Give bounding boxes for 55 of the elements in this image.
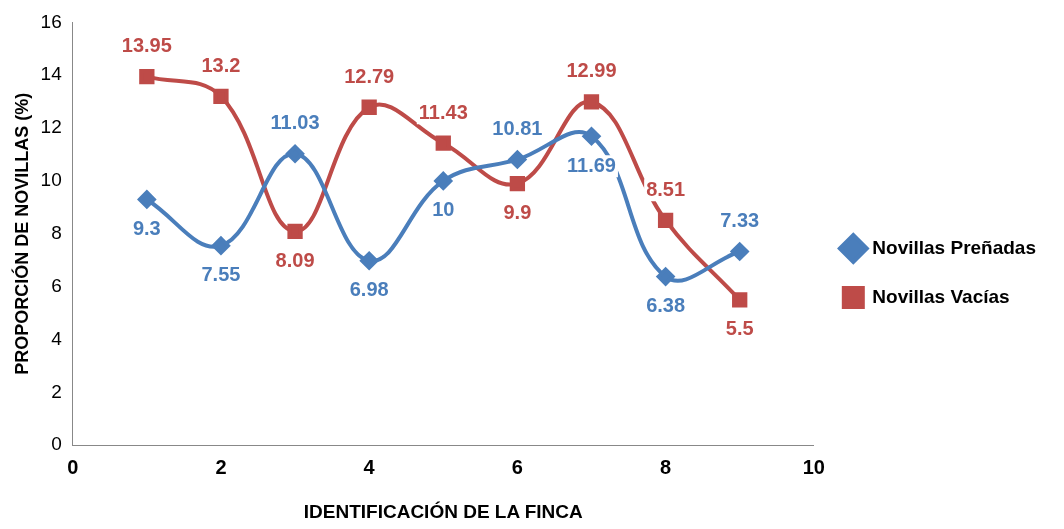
legend-label: Novillas Vacías [872,285,1010,307]
y-tick-label: 4 [51,327,63,349]
y-tick-label: 2 [51,380,62,402]
x-axis-title: IDENTIFICACIÓN DE LA FINCA [303,500,584,522]
data-label: 8.51 [646,177,686,200]
data-label: 13.95 [121,34,172,57]
data-label: 12.99 [566,59,617,82]
point [508,150,527,169]
y-tick-label: 0 [51,433,62,455]
point [139,68,155,85]
data-label: 11.03 [270,111,320,134]
data-label: 5.5 [725,317,754,340]
y-axis-title: PROPORCIÓN DE NOVILLAS (%) [10,92,32,375]
y-tick-label: 12 [40,116,62,138]
legend-label: Novillas Preñadas [872,236,1037,258]
data-label: 7.33 [720,209,760,232]
y-tick-label: 10 [40,169,62,191]
x-tick-label: 0 [67,455,79,478]
point [286,144,305,163]
y-tick-label: 16 [40,10,62,32]
point [656,267,675,286]
data-label: 6.98 [349,278,389,301]
data-label: 8.09 [275,248,315,271]
point [360,251,379,270]
point [657,212,674,228]
point [730,242,749,261]
point [211,236,230,255]
data-label: 10 [432,198,455,221]
data-label: 9.9 [503,201,532,224]
point [287,223,303,240]
point [213,88,229,105]
y-tick-label: 8 [51,222,62,244]
data-label: 7.55 [201,263,241,286]
y-tick-label: 14 [40,63,63,85]
data-label: 13.2 [201,53,241,76]
x-tick-label: 8 [660,455,672,478]
point [435,135,451,151]
y-tick-label: 6 [51,274,62,296]
point [361,99,377,115]
point [732,292,748,308]
point [509,175,526,192]
data-label: 10.81 [492,117,543,140]
point [434,171,453,190]
x-tick-label: 4 [363,455,376,478]
data-label: 6.38 [646,294,686,317]
point [582,127,601,146]
data-label: 9.3 [132,216,161,239]
x-tick-label: 2 [215,455,227,478]
point [583,94,600,110]
data-label: 12.79 [344,64,395,87]
point [137,190,156,209]
data-label: 11.69 [567,153,616,176]
x-tick-label: 6 [511,455,523,478]
x-tick-label: 10 [802,455,825,478]
data-label: 11.43 [418,100,468,123]
